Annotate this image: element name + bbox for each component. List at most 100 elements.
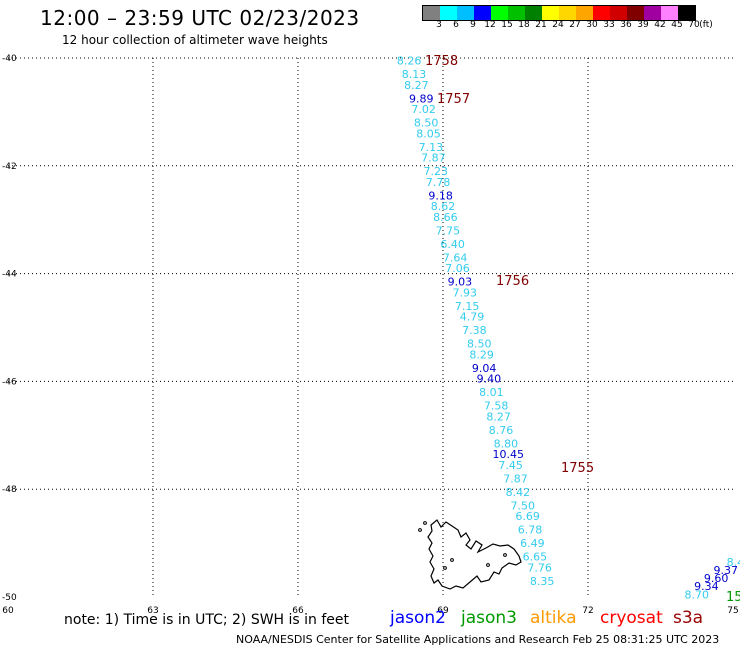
colorbar-swatch	[678, 6, 695, 20]
wave-height-value: 4.79	[460, 311, 485, 324]
wave-height-value: 6.69	[515, 510, 540, 523]
wave-height-value: 9.18	[428, 189, 453, 202]
wave-height-value: 9.03	[448, 276, 473, 289]
colorbar-label: 70	[688, 20, 700, 30]
wave-height-value: 9.60	[704, 572, 729, 585]
colorbar-swatch	[610, 6, 627, 20]
colorbar-label: 18	[518, 20, 530, 30]
wave-height-value: 8.50	[467, 338, 492, 351]
credit-line: NOAA/NESDIS Center for Satellite Applica…	[236, 633, 720, 646]
colorbar-label: 30	[586, 20, 598, 30]
lon-tick-label: 69	[437, 606, 449, 616]
lat-tick-label: -40	[2, 54, 17, 64]
lat-tick-label: -48	[2, 485, 17, 495]
lon-tick-label: 66	[292, 606, 304, 616]
colorbar-swatch	[508, 6, 525, 20]
wave-height-value: 7.50	[511, 499, 536, 512]
colorbar-unit: (ft)	[699, 20, 713, 30]
lon-tick-label: 60	[2, 606, 14, 616]
satellite-legend-item: cryosat	[600, 608, 663, 628]
colorbar-swatch	[423, 6, 440, 20]
colorbar-label: 21	[535, 20, 547, 30]
wave-height-value: 8.70	[685, 588, 710, 601]
colorbar-swatch	[559, 6, 576, 20]
wave-height-value: 8.76	[489, 424, 514, 437]
colorbar-label: 42	[654, 20, 666, 30]
wave-height-value: 9.40	[477, 373, 502, 386]
wave-height-value: 6.49	[520, 537, 545, 550]
wave-height-value: 8.27	[486, 410, 511, 423]
wave-height-value: 8.80	[494, 437, 519, 450]
colorbar-swatch	[542, 6, 559, 20]
colorbar-swatch	[440, 6, 457, 20]
islet	[443, 566, 447, 570]
wave-height-value: 9.04	[472, 362, 497, 375]
wave-height-value: 7.93	[453, 286, 478, 299]
pass-time-label: 1755	[561, 461, 594, 476]
wave-height-value: 8.26	[397, 55, 422, 68]
wave-height-value: 7.38	[462, 324, 487, 337]
satellite-legend-item: jason3	[461, 608, 517, 628]
colorbar-label: 9	[470, 20, 476, 30]
wave-height-value: 7.87	[421, 152, 446, 165]
wave-height-value: 7.76	[527, 561, 552, 574]
colorbar-label: 33	[603, 20, 615, 30]
colorbar-label: 24	[552, 20, 564, 30]
islet	[423, 521, 427, 525]
wave-height-value: 8.29	[469, 348, 494, 361]
colorbar-swatch	[644, 6, 661, 20]
colorbar-swatch	[474, 6, 491, 20]
wave-height-value: 7.02	[411, 103, 436, 116]
colorbar-label: 27	[569, 20, 581, 30]
colorbar-swatch	[525, 6, 542, 20]
wave-height-value: 8.50	[414, 117, 439, 130]
satellite-legend-item: altika	[530, 608, 577, 628]
wave-height-value: 9.34	[694, 580, 719, 593]
colorbar-swatch	[661, 6, 678, 20]
colorbar-swatch	[593, 6, 610, 20]
wave-height-value: 8.05	[416, 127, 441, 140]
wave-height-colorbar	[422, 5, 696, 21]
wave-height-value: 7.64	[443, 251, 468, 264]
colorbar-label: 3	[436, 20, 442, 30]
islet	[450, 558, 454, 562]
colorbar-label: 36	[620, 20, 632, 30]
pass-time-label: 15	[726, 590, 740, 605]
wave-height-value: 7.75	[436, 224, 461, 237]
wave-height-value: 9.89	[409, 92, 434, 105]
satellite-legend-item: jason2	[390, 608, 446, 628]
pass-time-label: 1757	[437, 92, 470, 107]
colorbar-label: 45	[671, 20, 683, 30]
wave-height-value: 8.4	[727, 556, 740, 569]
wave-height-value: 7.78	[426, 176, 451, 189]
wave-height-value: 6.40	[440, 238, 465, 251]
colorbar-label: 12	[484, 20, 496, 30]
satellite-legend-item: s3a	[673, 608, 704, 628]
units-note: note: 1) Time is in UTC; 2) SWH is in fe…	[64, 612, 350, 628]
lat-tick-label: -50	[2, 593, 17, 603]
map-title: 12:00 – 23:59 UTC 02/23/2023	[40, 6, 360, 30]
pass-time-label: 1756	[496, 274, 529, 289]
islet	[418, 528, 422, 532]
wave-height-value: 8.01	[479, 386, 504, 399]
islet	[486, 563, 490, 567]
wave-height-value: 8.27	[404, 79, 429, 92]
wave-height-value: 7.06	[445, 262, 470, 275]
islet	[503, 553, 507, 557]
wave-height-value: 8.13	[402, 68, 427, 81]
wave-height-value: 8.66	[433, 211, 458, 224]
wave-height-value: 8.62	[431, 200, 456, 213]
wave-height-value: 7.58	[484, 400, 509, 413]
lon-tick-label: 63	[147, 606, 158, 616]
wave-height-value: 7.15	[455, 300, 480, 313]
wave-height-value: 9.37	[714, 564, 739, 577]
wave-height-value: 8.42	[506, 486, 531, 499]
map-subtitle: 12 hour collection of altimeter wave hei…	[62, 33, 328, 47]
wave-height-value: 6.78	[518, 524, 543, 537]
colorbar-swatch	[491, 6, 508, 20]
colorbar-label: 6	[453, 20, 459, 30]
colorbar-label: 15	[501, 20, 513, 30]
colorbar-swatch	[576, 6, 593, 20]
lat-tick-label: -42	[2, 162, 17, 172]
